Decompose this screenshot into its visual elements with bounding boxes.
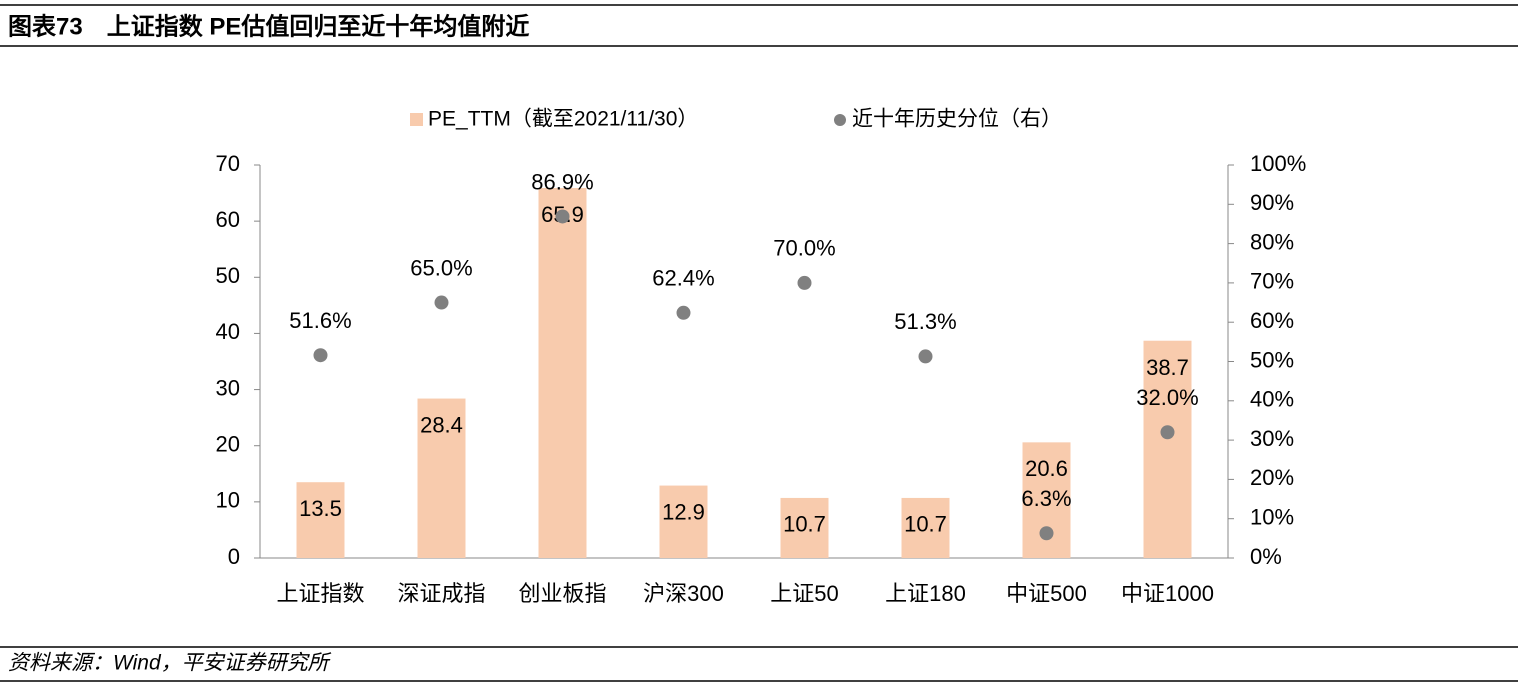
bar [538,188,587,559]
y-tick-label: 40 [216,319,240,344]
dot-value-label: 62.4% [652,266,714,291]
x-tick-label: 上证180 [885,581,966,606]
dot-value-label: 65.0% [410,255,472,280]
dot-value-label: 70.0% [773,236,835,261]
bar-value-label: 20.6 [1025,456,1068,481]
x-tick-label: 中证1000 [1121,581,1214,606]
x-tick-label: 创业板指 [518,581,606,606]
legend-label: 近十年历史分位（右） [852,108,1062,131]
source-note: 资料来源：Wind，平安证券研究所 [8,652,332,675]
x-tick-label: 沪深300 [643,581,724,606]
bar [780,497,829,558]
y2-tick-label: 60% [1250,308,1294,333]
dot [676,305,691,320]
bar-value-label: 28.4 [420,412,463,437]
y2-tick-label: 0% [1250,544,1282,569]
legend-label: PE_TTM（截至2021/11/30） [428,108,698,131]
y-tick-label: 70 [216,151,240,176]
dot [1039,526,1054,541]
y2-tick-label: 20% [1250,465,1294,490]
bar-value-label: 13.5 [299,496,342,521]
dot [1160,425,1175,440]
y2-tick-label: 50% [1250,347,1294,372]
legend-swatch [410,113,423,126]
bar [417,398,466,558]
dot [918,349,933,364]
y2-tick-label: 30% [1250,426,1294,451]
chart-title: 图表73 上证指数 PE估值回归至近十年均值附近 [8,12,529,40]
x-tick-label: 上证50 [770,581,838,606]
bar-value-label: 10.7 [783,512,826,537]
dot-value-label: 6.3% [1021,486,1071,511]
bar-value-label: 38.7 [1146,355,1189,380]
y2-tick-label: 90% [1250,190,1294,215]
bar [296,482,345,558]
dot [555,209,570,224]
y-tick-label: 30 [216,375,240,400]
dot [797,275,812,290]
x-tick-label: 上证指数 [276,581,364,606]
y-tick-label: 0 [228,544,240,569]
dot-value-label: 51.3% [894,309,956,334]
x-tick-label: 中证500 [1006,581,1087,606]
bar [1143,340,1192,558]
dot-value-label: 86.9% [531,169,593,194]
y2-tick-label: 40% [1250,387,1294,412]
y-tick-label: 50 [216,263,240,288]
dot [434,295,449,310]
bar-value-label: 12.9 [662,499,705,524]
bar [901,497,950,558]
y2-tick-label: 100% [1250,151,1306,176]
legend-swatch [834,114,846,126]
dot-value-label: 32.0% [1136,385,1198,410]
y-tick-label: 60 [216,207,240,232]
x-tick-label: 深证成指 [397,581,485,606]
dot [313,348,328,363]
dot-value-label: 51.6% [289,308,351,333]
bar-value-label: 10.7 [904,512,947,537]
y2-tick-label: 80% [1250,229,1294,254]
y-tick-label: 10 [216,488,240,513]
y2-tick-label: 70% [1250,269,1294,294]
bar [659,485,708,558]
y-tick-label: 20 [216,432,240,457]
y2-tick-label: 10% [1250,505,1294,530]
